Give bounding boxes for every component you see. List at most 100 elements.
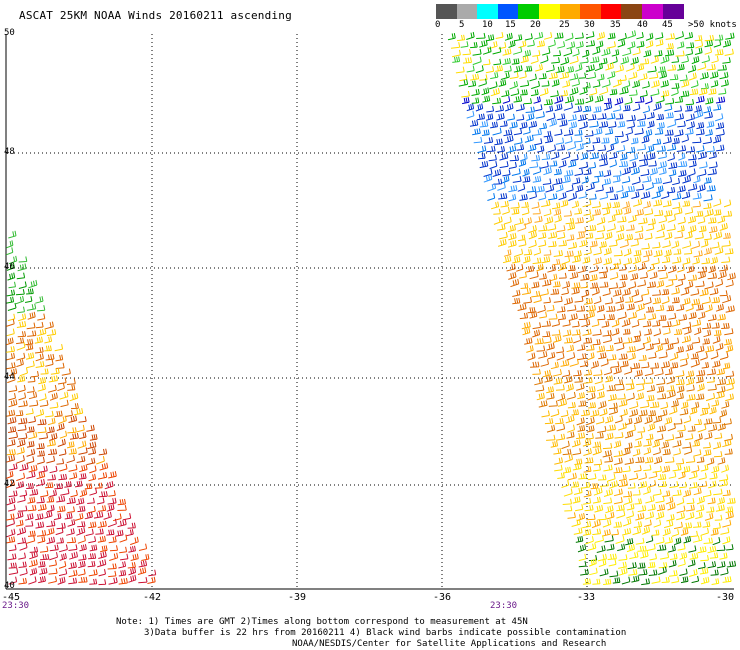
- lon-label: -30: [716, 592, 735, 603]
- wind-barb: [693, 250, 703, 258]
- wind-barb: [563, 210, 572, 217]
- wind-barb: [643, 297, 652, 306]
- wind-barb: [626, 392, 635, 401]
- wind-barb: [571, 200, 580, 209]
- wind-barb: [586, 304, 596, 312]
- wind-barb: [15, 511, 24, 520]
- note-line-3: NOAA/NESDIS/Center for Satellite Applica…: [292, 639, 607, 649]
- wind-barb: [567, 402, 576, 409]
- wind-barb: [609, 240, 618, 247]
- wind-barb: [521, 207, 530, 216]
- wind-barb: [596, 31, 606, 40]
- wind-barb: [466, 110, 475, 119]
- wind-barb: [546, 386, 554, 394]
- wind-barb: [633, 416, 643, 425]
- wind-barb: [25, 338, 34, 346]
- wind-barb: [614, 457, 623, 466]
- wind-barb: [8, 562, 17, 569]
- wind-barb: [697, 311, 706, 320]
- wind-barb: [641, 243, 650, 250]
- wind-barb: [595, 40, 604, 49]
- wind-barb: [682, 257, 691, 265]
- wind-barb: [690, 353, 699, 360]
- wind-barb: [589, 240, 598, 248]
- wind-barb: [57, 576, 66, 585]
- wind-barb: [69, 551, 78, 560]
- wind-barb: [531, 290, 541, 298]
- wind-barb: [658, 66, 666, 73]
- wind-barb: [572, 255, 581, 263]
- wind-barb: [584, 297, 593, 305]
- wind-barb: [544, 216, 554, 225]
- wind-barb: [67, 506, 75, 514]
- wind-barb: [685, 128, 694, 135]
- wind-barb: [512, 289, 521, 297]
- wind-barb: [553, 335, 562, 343]
- wind-barb: [604, 535, 614, 543]
- wind-barb: [512, 176, 522, 183]
- wind-barb: [25, 408, 34, 415]
- wind-barb: [608, 407, 618, 415]
- wind-barb: [725, 370, 735, 378]
- wind-barb: [669, 74, 679, 81]
- wind-barb: [29, 489, 39, 496]
- wind-barb: [708, 265, 716, 274]
- wind-barb: [726, 544, 734, 551]
- wind-barb: [715, 391, 725, 400]
- legend-label: 45: [662, 20, 673, 30]
- wind-barb: [76, 497, 85, 506]
- wind-barb: [633, 521, 643, 528]
- wind-barb: [550, 361, 559, 370]
- wind-barb: [618, 353, 628, 360]
- wind-barb: [720, 527, 730, 535]
- wind-barb: [556, 352, 565, 361]
- wind-barb: [6, 497, 16, 506]
- wind-barb: [47, 417, 56, 426]
- wind-barb: [664, 104, 673, 112]
- wind-barb: [536, 263, 544, 272]
- wind-barb: [717, 64, 727, 71]
- wind-barb: [588, 265, 599, 273]
- wind-barb: [596, 304, 605, 313]
- wind-barb: [559, 71, 570, 80]
- wind-barb: [563, 488, 573, 497]
- wind-barb: [500, 200, 509, 208]
- wind-barb: [707, 168, 717, 176]
- wind-barb: [613, 467, 623, 474]
- wind-barb: [647, 112, 655, 120]
- wind-barb: [50, 368, 60, 375]
- wind-barb: [130, 553, 139, 561]
- wind-barb: [138, 577, 148, 584]
- wind-barb: [663, 520, 674, 529]
- wind-barb: [577, 544, 587, 553]
- wind-barb: [712, 417, 722, 424]
- wind-barb: [714, 34, 724, 41]
- wind-barb: [88, 536, 97, 544]
- wind-barb: [17, 505, 28, 512]
- wind-barb: [66, 441, 75, 449]
- wind-barb: [644, 456, 654, 464]
- wind-barb: [623, 207, 632, 215]
- wind-barb: [719, 264, 729, 272]
- wind-barb: [68, 569, 78, 578]
- wind-barb: [644, 232, 653, 240]
- wind-barb: [688, 569, 698, 577]
- wind-barb: [98, 579, 107, 586]
- wind-barb: [721, 240, 731, 247]
- wind-barb: [666, 305, 675, 312]
- wind-barb: [685, 303, 694, 312]
- wind-barb: [684, 231, 693, 240]
- wind-barb: [109, 545, 118, 552]
- wind-barb: [649, 72, 659, 79]
- wind-barb: [541, 256, 551, 264]
- wind-barb: [472, 56, 482, 66]
- wind-barb: [635, 537, 645, 545]
- wind-barb: [555, 418, 564, 425]
- wind-barb: [499, 161, 509, 169]
- wind-barb: [645, 96, 653, 105]
- wind-barb: [674, 537, 682, 546]
- wind-barb: [717, 215, 726, 224]
- wind-barb: [68, 464, 78, 472]
- wind-barb: [7, 416, 17, 425]
